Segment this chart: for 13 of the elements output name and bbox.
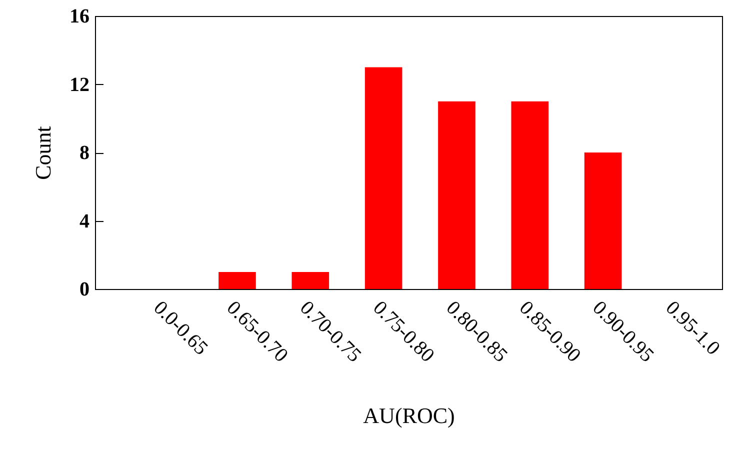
y-tick-label: 8 — [80, 142, 90, 164]
y-tick-label: 12 — [70, 74, 90, 96]
y-tick-label: 16 — [70, 6, 90, 28]
y-tick-label: 0 — [80, 278, 90, 300]
bar — [292, 272, 330, 289]
y-tick-label: 4 — [80, 210, 90, 232]
y-axis-title: Count — [30, 126, 56, 180]
bar — [584, 152, 622, 289]
bar — [218, 272, 256, 289]
bar — [364, 67, 402, 289]
bar — [511, 101, 549, 289]
x-axis-title: AU(ROC) — [363, 402, 455, 428]
bar — [438, 101, 476, 289]
